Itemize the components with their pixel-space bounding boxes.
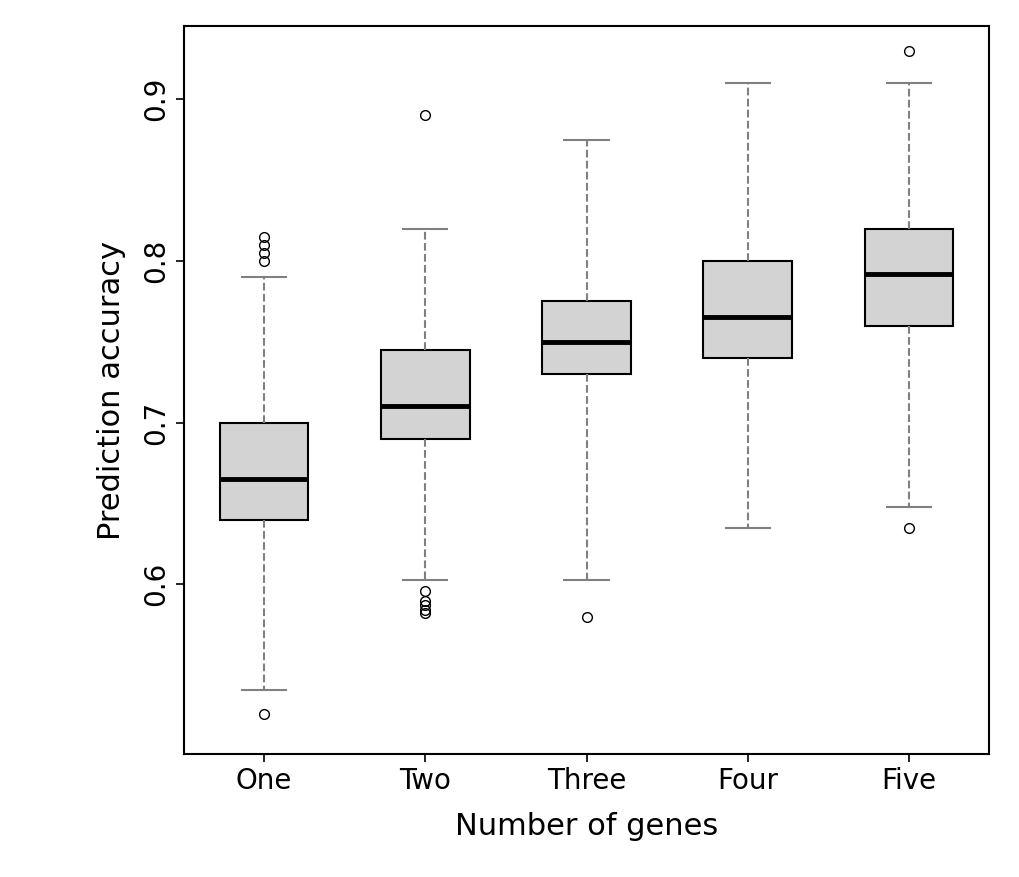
PathPatch shape	[381, 350, 469, 438]
Y-axis label: Prediction accuracy: Prediction accuracy	[97, 241, 125, 539]
PathPatch shape	[703, 260, 791, 358]
PathPatch shape	[542, 302, 630, 374]
PathPatch shape	[220, 423, 308, 520]
PathPatch shape	[864, 229, 952, 325]
X-axis label: Number of genes: Number of genes	[454, 812, 717, 841]
